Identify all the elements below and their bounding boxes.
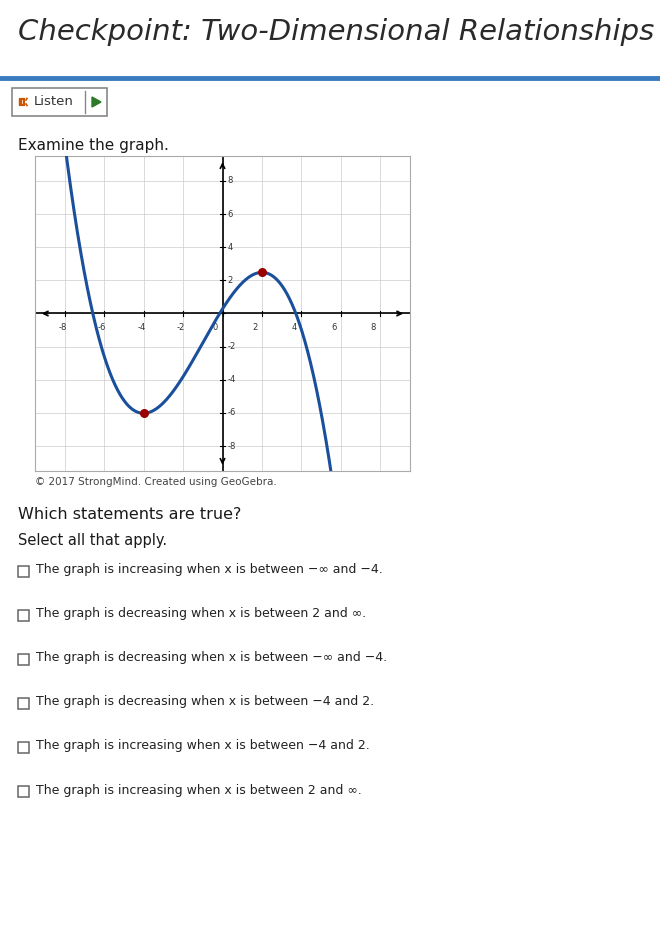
Text: -6: -6 — [228, 409, 236, 417]
Text: The graph is increasing when x is between 2 and ∞.: The graph is increasing when x is betwee… — [36, 783, 362, 797]
FancyBboxPatch shape — [18, 697, 29, 709]
FancyBboxPatch shape — [18, 742, 29, 752]
Polygon shape — [92, 97, 101, 107]
Text: -2: -2 — [228, 342, 236, 351]
Text: Examine the graph.: Examine the graph. — [18, 138, 169, 153]
Text: 8: 8 — [228, 176, 233, 185]
Text: 8: 8 — [371, 324, 376, 332]
Text: -8: -8 — [228, 442, 236, 450]
FancyBboxPatch shape — [18, 654, 29, 664]
Text: Checkpoint: Two-Dimensional Relationships: Checkpoint: Two-Dimensional Relationship… — [18, 18, 654, 46]
Text: The graph is decreasing when x is between −4 and 2.: The graph is decreasing when x is betwee… — [36, 695, 374, 709]
Text: 4: 4 — [228, 243, 233, 252]
Text: 2: 2 — [252, 324, 257, 332]
Text: © 2017 StrongMind. Created using GeoGebra.: © 2017 StrongMind. Created using GeoGebr… — [35, 477, 277, 487]
Text: The graph is increasing when x is between −∞ and −4.: The graph is increasing when x is betwee… — [36, 564, 383, 576]
FancyBboxPatch shape — [18, 785, 29, 797]
FancyBboxPatch shape — [18, 566, 29, 576]
Text: 0: 0 — [213, 324, 218, 332]
Text: -4: -4 — [228, 376, 236, 384]
Text: 6: 6 — [331, 324, 337, 332]
FancyBboxPatch shape — [18, 609, 29, 621]
Text: The graph is decreasing when x is between 2 and ∞.: The graph is decreasing when x is betwee… — [36, 607, 366, 621]
Text: -8: -8 — [59, 324, 67, 332]
Text: The graph is increasing when x is between −4 and 2.: The graph is increasing when x is betwee… — [36, 740, 370, 752]
Text: -2: -2 — [177, 324, 185, 332]
Text: Select all that apply.: Select all that apply. — [18, 533, 167, 548]
Text: The graph is decreasing when x is between −∞ and −4.: The graph is decreasing when x is betwee… — [36, 652, 387, 664]
Text: 4: 4 — [292, 324, 297, 332]
Text: -6: -6 — [98, 324, 106, 332]
Text: Which statements are true?: Which statements are true? — [18, 507, 242, 522]
Text: 6: 6 — [228, 209, 233, 219]
Text: 2: 2 — [228, 276, 233, 285]
Text: -4: -4 — [137, 324, 146, 332]
FancyBboxPatch shape — [12, 88, 107, 116]
Text: Listen: Listen — [34, 96, 74, 109]
